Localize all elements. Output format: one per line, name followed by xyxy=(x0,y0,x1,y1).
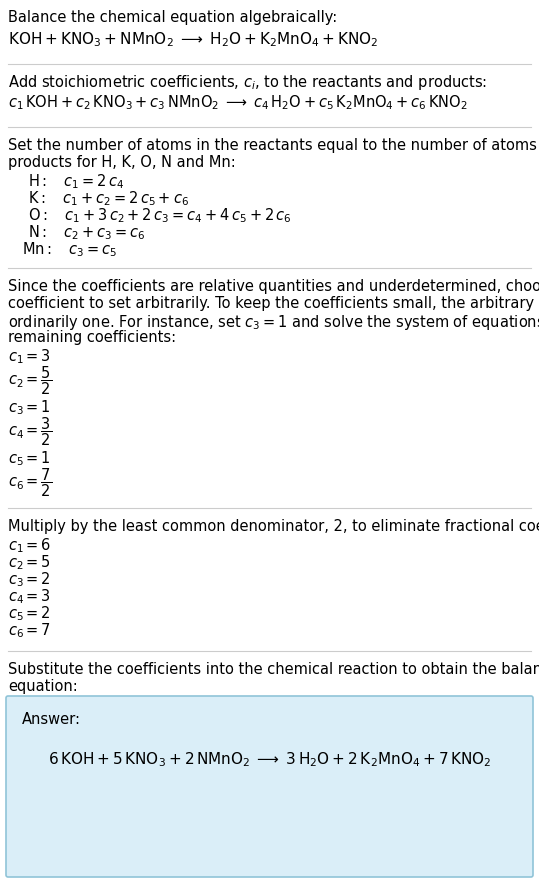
Text: equation:: equation: xyxy=(8,679,78,694)
Text: ordinarily one. For instance, set $c_3 = 1$ and solve the system of equations fo: ordinarily one. For instance, set $c_3 =… xyxy=(8,313,539,332)
Text: $c_3 = 2$: $c_3 = 2$ xyxy=(8,570,51,588)
Text: $c_6 = 7$: $c_6 = 7$ xyxy=(8,621,51,640)
Text: $c_6 = \dfrac{7}{2}$: $c_6 = \dfrac{7}{2}$ xyxy=(8,466,52,498)
Text: $\mathrm{N:}\quad c_2 + c_3 = c_6$: $\mathrm{N:}\quad c_2 + c_3 = c_6$ xyxy=(28,223,146,242)
Text: Set the number of atoms in the reactants equal to the number of atoms in the: Set the number of atoms in the reactants… xyxy=(8,138,539,153)
Text: $\mathrm{H:}\quad c_1 = 2\,c_4$: $\mathrm{H:}\quad c_1 = 2\,c_4$ xyxy=(28,172,125,190)
Text: $6\,\mathrm{KOH} + 5\,\mathrm{KNO_3} + 2\,\mathrm{NMnO_2} \;\longrightarrow\; 3\: $6\,\mathrm{KOH} + 5\,\mathrm{KNO_3} + 2… xyxy=(48,750,492,769)
Text: $c_1 = 3$: $c_1 = 3$ xyxy=(8,347,51,366)
Text: $\mathrm{KOH + KNO_3 + NMnO_2 \;\longrightarrow\; H_2O + K_2MnO_4 + KNO_2}$: $\mathrm{KOH + KNO_3 + NMnO_2 \;\longrig… xyxy=(8,30,378,49)
Text: Balance the chemical equation algebraically:: Balance the chemical equation algebraica… xyxy=(8,10,337,25)
Text: $\mathrm{K:}\quad c_1 + c_2 = 2\,c_5 + c_6$: $\mathrm{K:}\quad c_1 + c_2 = 2\,c_5 + c… xyxy=(28,189,189,207)
Text: Answer:: Answer: xyxy=(22,712,81,727)
FancyBboxPatch shape xyxy=(6,696,533,877)
Text: remaining coefficients:: remaining coefficients: xyxy=(8,330,176,345)
Text: $c_3 = 1$: $c_3 = 1$ xyxy=(8,398,51,417)
Text: $c_1\,\mathrm{KOH} + c_2\,\mathrm{KNO_3} + c_3\,\mathrm{NMnO_2} \;\longrightarro: $c_1\,\mathrm{KOH} + c_2\,\mathrm{KNO_3}… xyxy=(8,93,468,112)
Text: $\mathrm{O:}\quad c_1 + 3\,c_2 + 2\,c_3 = c_4 + 4\,c_5 + 2\,c_6$: $\mathrm{O:}\quad c_1 + 3\,c_2 + 2\,c_3 … xyxy=(28,206,292,224)
Text: $c_5 = 1$: $c_5 = 1$ xyxy=(8,449,51,468)
Text: $c_4 = \dfrac{3}{2}$: $c_4 = \dfrac{3}{2}$ xyxy=(8,415,52,448)
Text: $c_1 = 6$: $c_1 = 6$ xyxy=(8,536,51,554)
Text: Substitute the coefficients into the chemical reaction to obtain the balanced: Substitute the coefficients into the che… xyxy=(8,662,539,677)
Text: coefficient to set arbitrarily. To keep the coefficients small, the arbitrary va: coefficient to set arbitrarily. To keep … xyxy=(8,296,539,311)
Text: Since the coefficients are relative quantities and underdetermined, choose a: Since the coefficients are relative quan… xyxy=(8,279,539,294)
Text: $c_5 = 2$: $c_5 = 2$ xyxy=(8,604,51,623)
Text: Add stoichiometric coefficients, $c_i$, to the reactants and products:: Add stoichiometric coefficients, $c_i$, … xyxy=(8,73,487,92)
Text: $c_4 = 3$: $c_4 = 3$ xyxy=(8,587,51,606)
Text: $\mathrm{Mn:}\quad c_3 = c_5$: $\mathrm{Mn:}\quad c_3 = c_5$ xyxy=(22,240,118,259)
Text: Multiply by the least common denominator, 2, to eliminate fractional coefficient: Multiply by the least common denominator… xyxy=(8,519,539,534)
Text: products for H, K, O, N and Mn:: products for H, K, O, N and Mn: xyxy=(8,155,236,170)
Text: $c_2 = 5$: $c_2 = 5$ xyxy=(8,553,51,571)
Text: $c_2 = \dfrac{5}{2}$: $c_2 = \dfrac{5}{2}$ xyxy=(8,364,52,397)
